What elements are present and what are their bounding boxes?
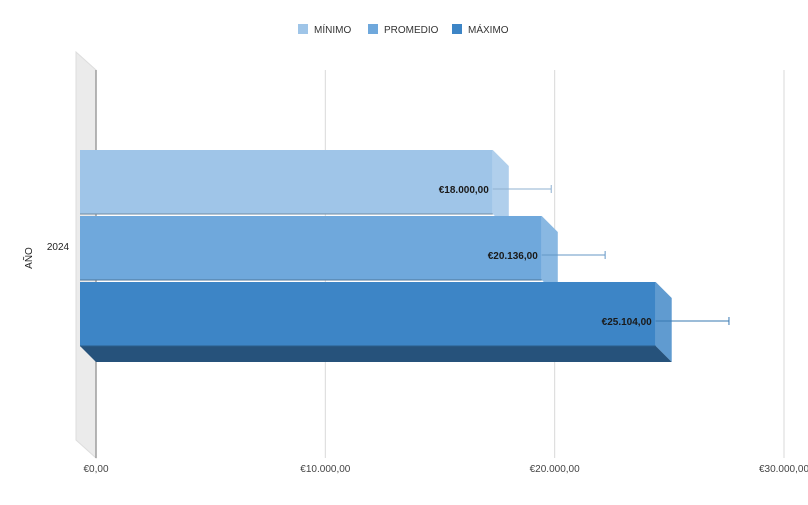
- legend-label-1: PROMEDIO: [384, 25, 439, 36]
- bar-side-1: [541, 216, 558, 296]
- bar-front-1: [80, 216, 542, 280]
- bar-front-2: [80, 282, 656, 346]
- bar-bottom-2: [80, 346, 672, 362]
- bar-side-0: [492, 150, 509, 230]
- data-label-0: €18.000,00: [439, 185, 489, 196]
- data-label-1: €20.136,00: [488, 251, 538, 262]
- x-tick-label: €0,00: [83, 464, 108, 475]
- x-tick-label: €30.000,00: [759, 464, 808, 475]
- legend-label-2: MÁXIMO: [468, 23, 509, 36]
- x-tick-label: €10.000,00: [300, 464, 350, 475]
- y-axis-title: AÑO: [22, 247, 35, 269]
- legend-swatch-0: [298, 24, 308, 34]
- x-tick-label: €20.000,00: [530, 464, 580, 475]
- category-label: 2024: [47, 242, 70, 253]
- bar-front-0: [80, 150, 493, 214]
- legend-swatch-1: [368, 24, 378, 34]
- bar-side-2: [655, 282, 672, 362]
- legend-label-0: MÍNIMO: [314, 23, 351, 36]
- data-label-2: €25.104,00: [602, 317, 652, 328]
- legend-swatch-2: [452, 24, 462, 34]
